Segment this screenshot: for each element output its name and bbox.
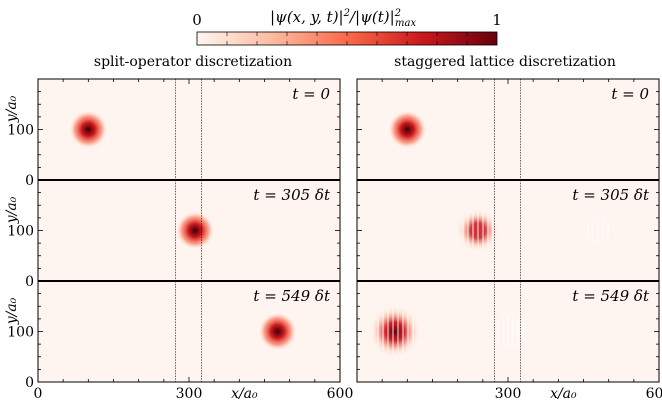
wavepacket-blob: [506, 213, 541, 248]
colorbar-label: |ψ(x, y, t)|2/|ψ(t)|2 max: [270, 8, 416, 29]
time-label: t = 0: [611, 85, 649, 103]
y-tick-label: 100: [7, 123, 34, 139]
y-tick-label: 0: [25, 274, 34, 290]
colorbar-label-sup: 2: [343, 8, 350, 19]
column-title-staggered-lattice: staggered lattice discretization: [394, 54, 616, 70]
colorbar-label-sub: max: [395, 18, 416, 29]
wavepacket-interference-stripes: [372, 308, 418, 355]
x-axis-label: x/a₀: [231, 386, 258, 402]
y-tick-label: 0: [25, 173, 34, 189]
wavepacket-interference-stripes: [459, 212, 497, 249]
colorbar: 0 1 |ψ(x, y, t)|2/|ψ(t)|2 max: [192, 8, 502, 46]
wavepacket-interference-stripes: [494, 315, 527, 348]
heatmap-panel-c0-r1: t = 305 δt: [38, 180, 340, 281]
colorbar-min-label: 0: [192, 11, 202, 29]
y-axis-label: y/a₀: [4, 297, 20, 325]
x-tick-label: 300: [495, 386, 522, 402]
wavepacket-blob: [69, 110, 108, 149]
colorbar-label-mid: /|ψ(t)|: [348, 8, 395, 26]
x-tick-label: 300: [176, 386, 203, 402]
y-tick-label: 100: [7, 325, 34, 341]
time-label: t = 549 δt: [572, 287, 650, 305]
heatmap-panel-c1-r0: t = 0: [357, 79, 659, 180]
heatmap-panel-c0-r2: t = 549 δt: [38, 281, 340, 382]
wavepacket-blob: [175, 211, 215, 250]
wavepacket-blob: [388, 110, 427, 149]
heatmap-panel-c1-r2: t = 549 δt: [357, 281, 659, 382]
time-label: t = 305 δt: [253, 186, 331, 204]
x-tick-label: 0: [34, 386, 43, 402]
x-tick-label: 600: [327, 386, 354, 402]
colorbar-label-main: |ψ(x, y, t)|: [270, 8, 344, 26]
wavepacket-blob: [258, 312, 297, 351]
wavepacket-interference-stripes: [586, 218, 611, 243]
x-axis-label: x/a₀: [550, 386, 577, 402]
heatmap-panel-c0-r0: t = 0: [38, 79, 340, 180]
time-label: t = 0: [292, 85, 330, 103]
colorbar-max-label: 1: [492, 11, 502, 29]
heatmap-panel-c1-r1: t = 305 δt: [357, 180, 659, 281]
column-title-split-operator: split-operator discretization: [94, 54, 292, 70]
x-tick-label: 600: [646, 386, 662, 402]
y-axis-label: y/a₀: [4, 196, 20, 224]
heatmap-panels: t = 0 t = 0 t = 305 δt t = 305 δt t = 549 δt…: [38, 79, 659, 382]
time-label: t = 305 δt: [572, 186, 650, 204]
y-tick-label: 0: [25, 375, 34, 391]
time-label: t = 549 δt: [253, 287, 331, 305]
y-tick-label: 100: [7, 224, 34, 240]
colorbar-label-sup2: 2: [394, 8, 401, 19]
colorbar-ticks: [226, 32, 468, 45]
y-axis-label: y/a₀: [4, 95, 20, 123]
wavepacket-blob: [586, 317, 616, 346]
